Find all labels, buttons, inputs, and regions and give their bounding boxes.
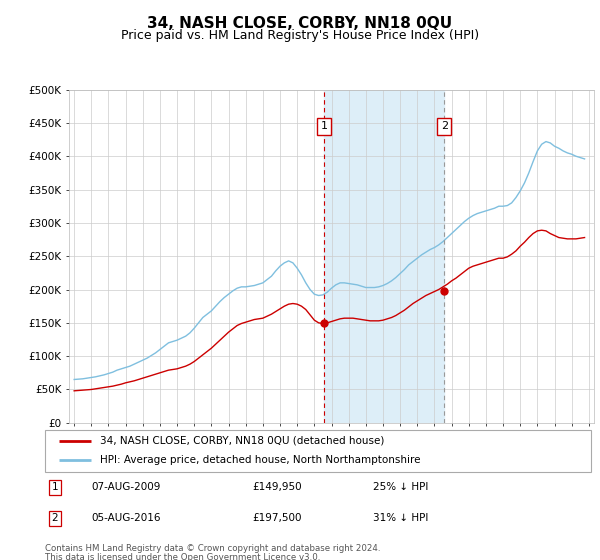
- Text: 34, NASH CLOSE, CORBY, NN18 0QU (detached house): 34, NASH CLOSE, CORBY, NN18 0QU (detache…: [100, 436, 384, 446]
- Text: 05-AUG-2016: 05-AUG-2016: [91, 514, 161, 523]
- Text: 2: 2: [52, 514, 58, 523]
- Text: £197,500: £197,500: [253, 514, 302, 523]
- Text: 1: 1: [321, 122, 328, 131]
- Text: 07-AUG-2009: 07-AUG-2009: [91, 482, 161, 492]
- Bar: [324, 90, 445, 423]
- Text: 25% ↓ HPI: 25% ↓ HPI: [373, 482, 428, 492]
- Text: Contains HM Land Registry data © Crown copyright and database right 2024.: Contains HM Land Registry data © Crown c…: [45, 544, 380, 553]
- Text: 1: 1: [52, 482, 58, 492]
- Text: 31% ↓ HPI: 31% ↓ HPI: [373, 514, 428, 523]
- Text: 2: 2: [441, 122, 448, 131]
- Text: 34, NASH CLOSE, CORBY, NN18 0QU: 34, NASH CLOSE, CORBY, NN18 0QU: [148, 16, 452, 31]
- Text: This data is licensed under the Open Government Licence v3.0.: This data is licensed under the Open Gov…: [45, 553, 320, 560]
- Text: HPI: Average price, detached house, North Northamptonshire: HPI: Average price, detached house, Nort…: [100, 455, 420, 465]
- Text: £149,950: £149,950: [253, 482, 302, 492]
- Text: Price paid vs. HM Land Registry's House Price Index (HPI): Price paid vs. HM Land Registry's House …: [121, 29, 479, 42]
